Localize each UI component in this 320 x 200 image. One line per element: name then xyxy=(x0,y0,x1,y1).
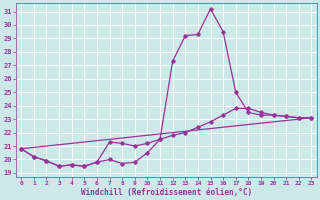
X-axis label: Windchill (Refroidissement éolien,°C): Windchill (Refroidissement éolien,°C) xyxy=(81,188,252,197)
